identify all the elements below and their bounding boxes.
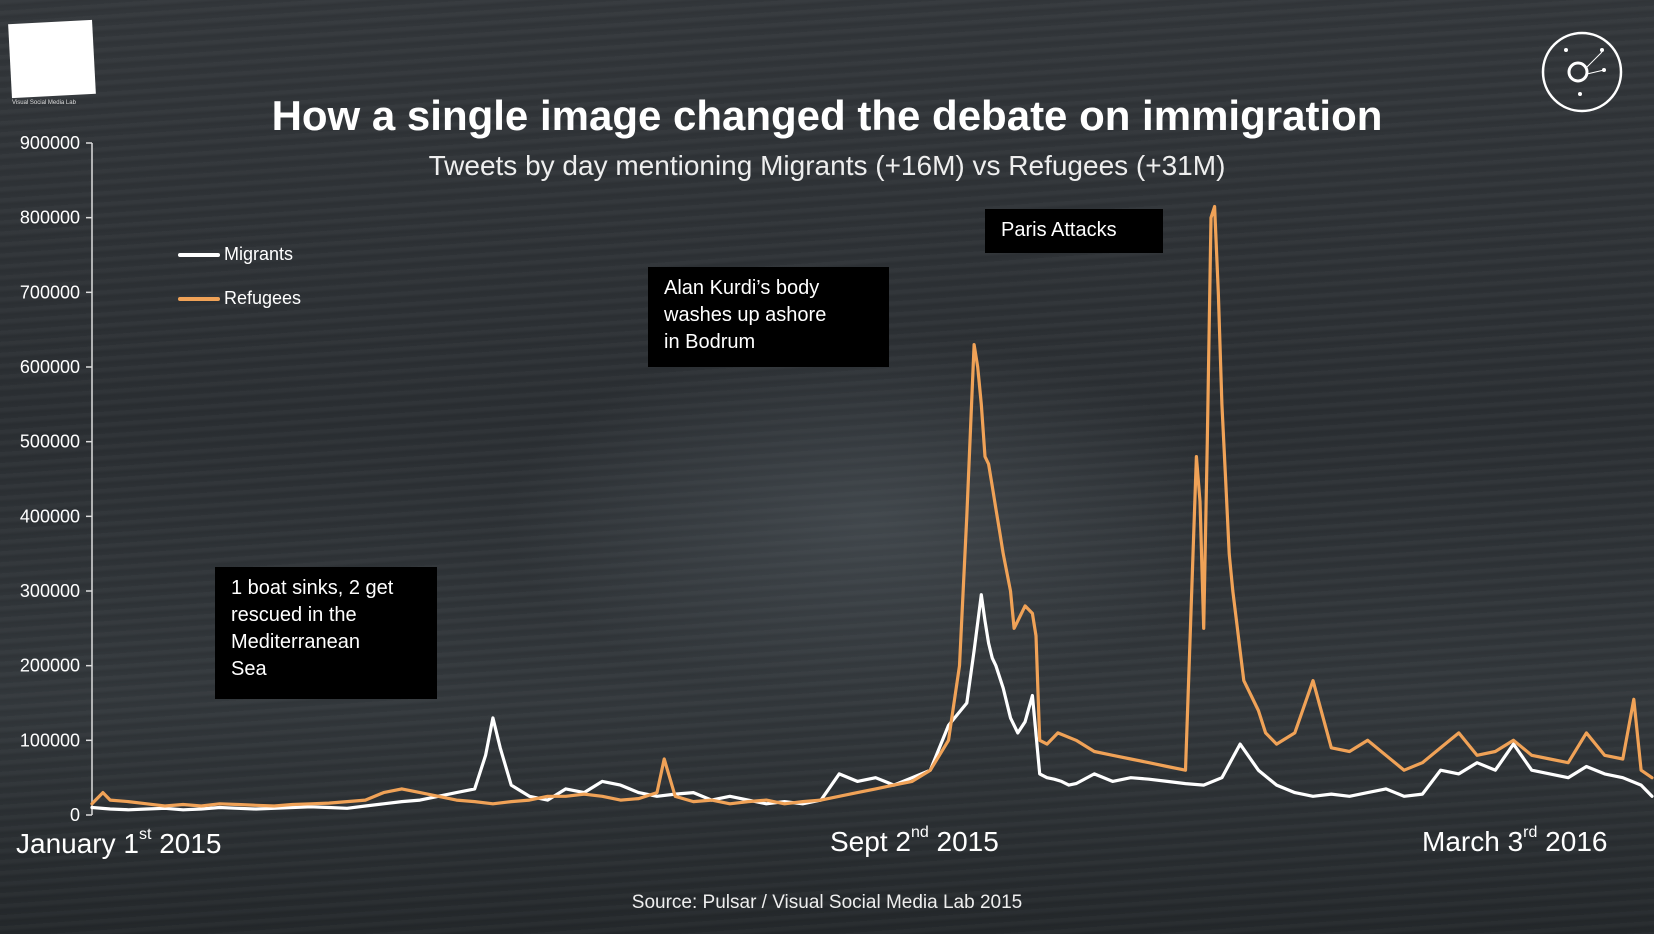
x-label-rest: 2016 — [1537, 826, 1608, 857]
series-line-migrants — [90, 593, 1654, 812]
annotation-paris-attacks: Paris Attacks — [985, 209, 1163, 253]
x-label-main: March 3 — [1422, 826, 1524, 857]
logo-text: Visual Social Media Lab — [12, 100, 76, 106]
series-line-refugees — [90, 204, 1654, 808]
x-label-rest: 2015 — [151, 828, 222, 859]
x-label-mid: Sept 2nd 2015 — [830, 824, 999, 858]
legend-label-refugees: Refugees — [224, 288, 302, 308]
x-label-sup: rd — [1523, 824, 1538, 841]
y-tick-label: 800000 — [20, 208, 80, 228]
annotation-line: Sea — [231, 658, 267, 680]
source-note: Source: Pulsar / Visual Social Media Lab… — [631, 892, 1023, 913]
legend-swatch-migrants — [178, 252, 220, 257]
y-tick-label: 500000 — [20, 432, 80, 452]
y-tick-label: 600000 — [20, 357, 80, 377]
annotation-line: rescued in the — [231, 604, 357, 626]
chart-subtitle: Tweets by day mentioning Migrants (+16M)… — [428, 150, 1226, 181]
legend-swatch-refugees — [178, 296, 220, 301]
annotation-alan-kurdi: Alan Kurdi’s body washes up ashore in Bo… — [648, 267, 889, 367]
x-label-main: January 1 — [16, 828, 139, 859]
y-tick-label: 700000 — [20, 282, 80, 302]
x-label-sup: st — [138, 826, 152, 843]
x-label-start: January 1st 2015 — [16, 826, 222, 860]
annotation-line: Mediterranean — [231, 631, 360, 653]
y-tick-label: 400000 — [20, 506, 80, 526]
annotation-line: in Bodrum — [664, 331, 756, 353]
network-circle-icon — [1541, 31, 1623, 113]
x-label-sup: nd — [910, 824, 929, 841]
legend-migrants: Migrants — [178, 244, 293, 265]
x-label-rest: 2015 — [928, 826, 999, 857]
annotation-line: 1 boat sinks, 2 get — [231, 577, 394, 599]
y-tick-label: 0 — [70, 805, 80, 825]
chart-title: How a single image changed the debate on… — [271, 92, 1383, 139]
annotation-line: Alan Kurdi’s body — [664, 277, 820, 299]
y-tick-label: 200000 — [20, 656, 80, 676]
legend-refugees: Refugees — [178, 288, 301, 309]
annotation-boat-sinks: 1 boat sinks, 2 get rescued in the Medit… — [215, 567, 437, 699]
y-tick-label: 900000 — [20, 133, 80, 153]
y-tick-label: 100000 — [20, 730, 80, 750]
x-label-main: Sept 2 — [830, 826, 911, 857]
annotation-line: Paris Attacks — [1001, 219, 1117, 241]
x-label-end: March 3rd 2016 — [1422, 824, 1608, 858]
y-tick-label: 300000 — [20, 581, 80, 601]
legend-label-migrants: Migrants — [224, 244, 294, 264]
annotation-line: washes up ashore — [664, 304, 827, 326]
